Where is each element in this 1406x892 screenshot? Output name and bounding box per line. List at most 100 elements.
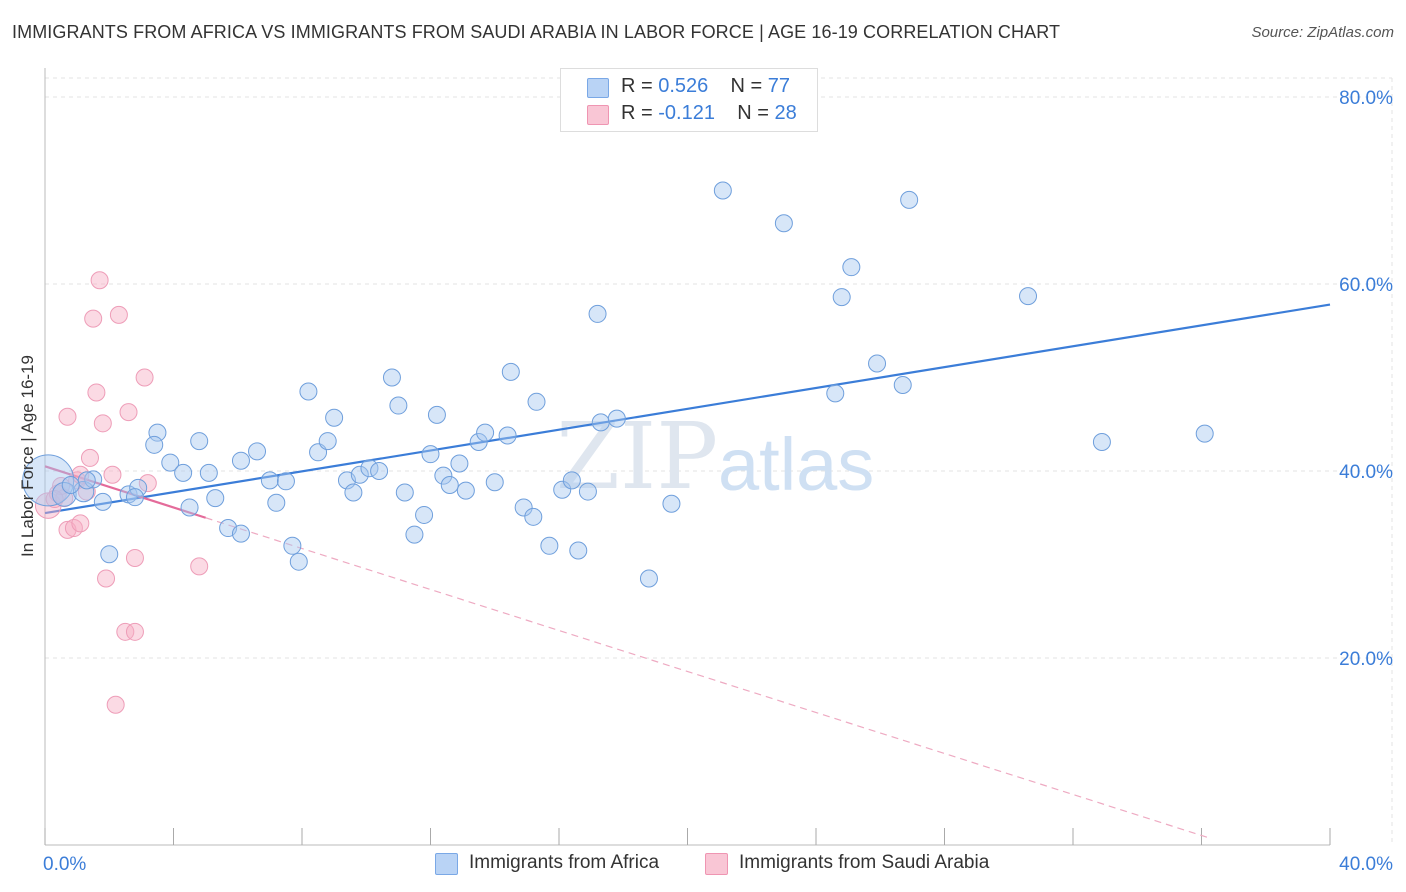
point-africa xyxy=(562,471,581,490)
point-africa xyxy=(51,481,77,507)
point-africa xyxy=(382,368,401,387)
point-africa xyxy=(501,362,520,381)
trend-line-africa xyxy=(44,303,1331,515)
y-tick-label: 40.0% xyxy=(1339,462,1393,483)
point-saudi xyxy=(116,622,135,641)
chart-title: IMMIGRANTS FROM AFRICA VS IMMIGRANTS FRO… xyxy=(12,22,1061,42)
point-saudi xyxy=(125,622,144,641)
y-tick-label: 80.0% xyxy=(1339,88,1393,109)
point-africa xyxy=(190,432,209,451)
point-saudi xyxy=(103,465,122,484)
point-africa xyxy=(350,465,369,484)
point-africa xyxy=(276,472,295,491)
legend-label-saudi: Immigrants from Saudi Arabia xyxy=(739,852,990,873)
point-africa xyxy=(456,481,475,500)
point-saudi xyxy=(90,271,109,290)
points-saudi-arabia xyxy=(34,271,209,714)
x-tick-label: 40.0% xyxy=(1339,854,1393,875)
point-africa xyxy=(161,453,180,472)
point-africa xyxy=(832,288,851,307)
point-africa xyxy=(395,483,414,502)
point-africa xyxy=(527,392,546,411)
legend-swatch-saudi xyxy=(587,105,609,125)
legend-label-africa: Immigrants from Africa xyxy=(469,852,660,873)
point-africa xyxy=(289,552,308,571)
source-label: Source: ZipAtlas.com xyxy=(1251,24,1394,41)
correlation-legend: R = 0.526 N = 77 R = -0.121 N = 28 xyxy=(560,68,818,132)
point-africa xyxy=(826,384,845,403)
point-saudi xyxy=(109,305,128,324)
point-africa xyxy=(639,569,658,588)
point-saudi xyxy=(93,414,112,433)
point-africa xyxy=(61,476,80,495)
point-africa xyxy=(22,454,75,507)
legend-r-label: R = xyxy=(621,75,653,97)
point-africa xyxy=(260,471,279,490)
point-africa xyxy=(434,466,453,485)
legend-n-value-saudi: 28 xyxy=(774,102,797,124)
point-africa xyxy=(77,471,96,490)
point-africa xyxy=(1195,424,1214,443)
point-africa xyxy=(415,505,434,524)
point-saudi xyxy=(138,474,157,493)
legend-n-label: N = xyxy=(737,102,769,124)
point-africa xyxy=(450,454,469,473)
point-africa xyxy=(421,445,440,464)
point-africa xyxy=(485,473,504,492)
legend-n-value-africa: 77 xyxy=(767,75,791,97)
point-saudi xyxy=(125,548,144,567)
point-africa xyxy=(318,432,337,451)
point-africa xyxy=(180,498,199,517)
point-saudi xyxy=(52,476,71,495)
point-africa xyxy=(370,462,389,480)
point-saudi xyxy=(87,383,106,402)
point-africa xyxy=(524,507,543,526)
point-africa xyxy=(440,476,459,495)
point-africa xyxy=(325,408,344,427)
point-africa xyxy=(267,493,286,512)
point-africa xyxy=(84,470,103,489)
watermark-zip: ZIP xyxy=(556,403,718,510)
point-africa xyxy=(514,498,533,517)
point-africa xyxy=(248,442,267,461)
tick-labels: 20.0% 40.0% 60.0% 80.0% 0.0% 40.0% xyxy=(43,88,1393,875)
point-africa xyxy=(842,258,861,277)
point-africa xyxy=(553,480,572,499)
legend-swatch-africa xyxy=(587,78,609,98)
point-africa xyxy=(389,396,408,415)
point-africa xyxy=(283,536,302,555)
point-africa xyxy=(174,463,193,482)
point-africa xyxy=(1019,287,1038,306)
point-africa xyxy=(1092,433,1111,452)
legend-r-value-africa: 0.526 xyxy=(658,75,709,97)
point-africa xyxy=(299,382,318,401)
point-saudi xyxy=(119,403,138,422)
watermark-atlas: atlas xyxy=(718,423,874,506)
point-saudi xyxy=(84,309,103,328)
point-saudi xyxy=(97,569,116,588)
axes xyxy=(44,68,1331,846)
point-africa xyxy=(900,190,919,209)
point-africa xyxy=(125,488,144,507)
point-africa xyxy=(469,433,488,452)
point-africa xyxy=(591,413,610,432)
point-africa xyxy=(344,483,363,502)
legend-r-label: R = xyxy=(621,102,653,124)
trend-line-saudi-extension xyxy=(205,517,1209,839)
point-africa xyxy=(148,423,167,442)
point-africa xyxy=(231,451,250,470)
point-saudi xyxy=(106,695,125,714)
y-axis-title: In Labor Force | Age 16-19 xyxy=(18,355,37,557)
point-africa xyxy=(231,524,250,543)
point-africa xyxy=(662,494,681,513)
watermark: ZIP atlas xyxy=(556,403,874,510)
point-africa xyxy=(713,181,732,200)
point-saudi xyxy=(58,407,77,426)
point-africa xyxy=(145,435,164,454)
point-africa xyxy=(100,545,119,564)
legend-swatch-saudi xyxy=(705,853,728,875)
point-africa xyxy=(540,536,559,555)
legend-n-label: N = xyxy=(730,75,763,97)
point-africa xyxy=(129,478,148,497)
y-tick-label: 60.0% xyxy=(1339,275,1393,296)
